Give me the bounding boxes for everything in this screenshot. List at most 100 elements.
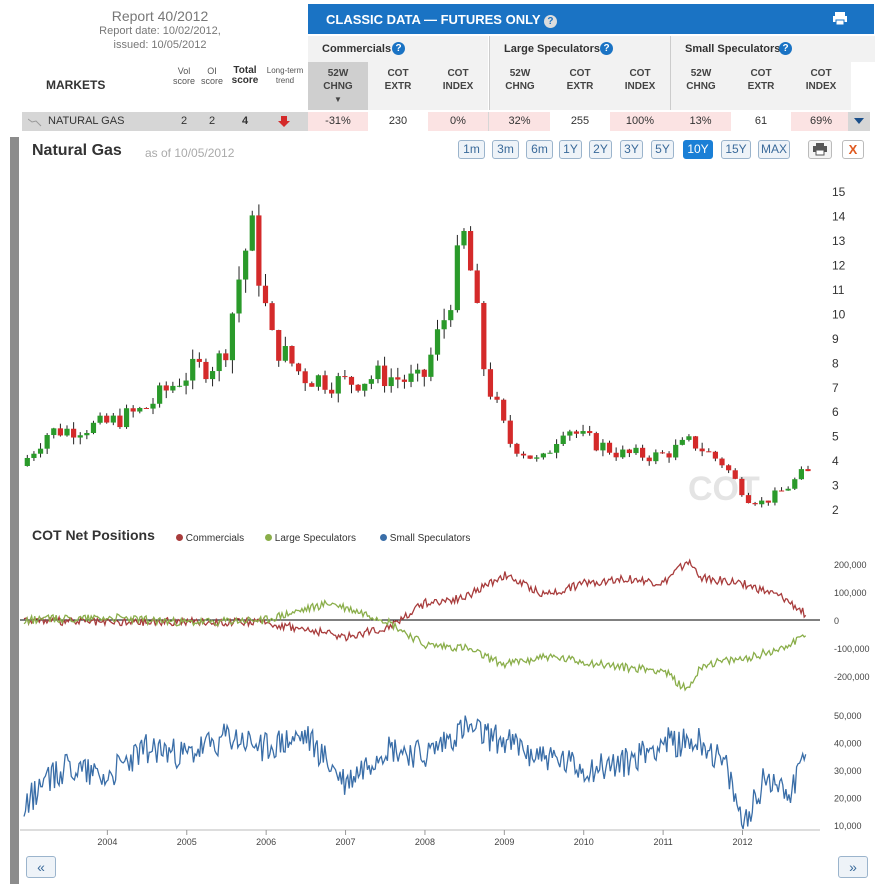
trend-header: Long-term trend [266,66,304,85]
help-icon[interactable]: ? [779,42,792,55]
range-button-3y[interactable]: 3Y [620,140,643,159]
close-chart-button[interactable]: X [842,140,864,159]
candle-up [44,435,50,449]
print-icon[interactable] [832,11,848,26]
candle-down [104,415,110,423]
candle-down [163,385,169,391]
legend-dot-icon [176,534,183,541]
candle-up [368,379,374,384]
col-comm-52w[interactable]: 52W CHNG ▼ [308,62,368,110]
legend-large-speculators: Large Speculators [265,533,356,544]
col-small-52w[interactable]: 52W CHNG [670,62,731,110]
col-large-index[interactable]: COT INDEX [610,62,670,110]
candle-up [110,415,116,423]
vol-score-header: Vol score [172,66,195,86]
market-row[interactable]: NATURAL GAS 2 2 4 -31% 230 0% 32% 255 10… [22,112,856,131]
candle-up [534,457,540,459]
candle-up [335,376,341,394]
candle-up [547,452,553,454]
candle-up [792,479,798,489]
candle-down [481,302,487,370]
net-y-tick: 100,000 [834,588,867,598]
candle-down [289,346,295,364]
col-comm-extr[interactable]: COT EXTR [368,62,428,110]
range-button-max[interactable]: MAX [758,140,790,159]
col-large-extr[interactable]: COT EXTR [550,62,610,110]
price-y-tick: 13 [832,234,846,248]
candle-down [487,369,494,397]
help-icon[interactable]: ? [543,15,557,28]
range-button-5y[interactable]: 5Y [651,140,674,159]
candle-down [474,270,480,303]
candle-up [434,329,441,355]
range-button-2y[interactable]: 2Y [589,140,612,159]
candle-down [593,433,599,451]
candle-up [686,436,692,440]
candle-down [765,500,771,503]
x-tick-label: 2004 [97,837,117,847]
candle-up [51,428,57,436]
scroll-right-button[interactable]: » [838,856,868,878]
candle-down [262,285,269,304]
candle-up [315,375,322,387]
price-y-tick: 15 [832,185,846,199]
candle-up [229,313,236,361]
candle-down [329,389,335,394]
left-sidebar-bar [10,137,19,884]
candle-down [587,431,593,434]
small-extr-value: 61 [731,112,791,131]
mini-chart-icon [28,118,42,127]
range-button-1y[interactable]: 1Y [559,140,582,159]
oi-score-header: OI score [200,66,223,86]
group-commercials: Commercials ? [308,36,488,62]
series-large-speculators-line [23,599,807,692]
series-small-speculators-line [23,715,807,830]
col-large-52w[interactable]: 52W CHNG [489,62,550,110]
candle-up [249,215,255,251]
small-spec-y-tick: 50,000 [834,711,862,721]
range-button-15y[interactable]: 15Y [721,140,751,159]
range-button-1m[interactable]: 1m [458,140,485,159]
candle-up [798,469,804,480]
x-tick-label: 2010 [574,837,594,847]
net-y-tick: 200,000 [834,560,867,570]
candle-down [659,452,666,454]
triangle-down-icon [854,118,864,124]
col-small-index[interactable]: COT INDEX [791,62,851,110]
candle-down [646,457,652,462]
legend-label: Small Speculators [389,533,471,544]
candle-up [679,439,685,445]
candle-down [494,396,500,400]
range-button-6m[interactable]: 6m [526,140,553,159]
candle-down [348,376,355,385]
price-y-tick: 5 [832,430,839,444]
candle-down [322,375,328,390]
candle-down [739,478,745,496]
x-tick-label: 2005 [177,837,197,847]
chart-asof: as of 10/05/2012 [145,146,235,160]
candle-up [37,448,44,454]
group-title: Commercials [322,43,392,55]
x-tick-label: 2011 [653,837,672,847]
col-small-extr[interactable]: COT EXTR [731,62,791,110]
candle-down [57,428,63,436]
range-button-3m[interactable]: 3m [492,140,519,159]
range-button-10y[interactable]: 10Y [683,140,713,159]
expand-button[interactable] [848,112,870,131]
candle-down [421,369,427,377]
help-icon[interactable]: ? [392,42,405,55]
candle-down [613,452,619,458]
candle-up [97,415,103,423]
candle-up [454,245,460,311]
candle-up [441,320,447,330]
help-icon[interactable]: ? [600,42,613,55]
candle-up [150,403,156,409]
print-icon [813,143,827,156]
large-extr-value: 255 [550,112,610,131]
candle-down [117,415,123,428]
candle-up [90,422,97,433]
scroll-left-button[interactable]: « [26,856,56,878]
print-chart-button[interactable] [808,140,832,159]
col-comm-index[interactable]: COT INDEX [428,62,488,110]
candle-down [745,495,752,504]
